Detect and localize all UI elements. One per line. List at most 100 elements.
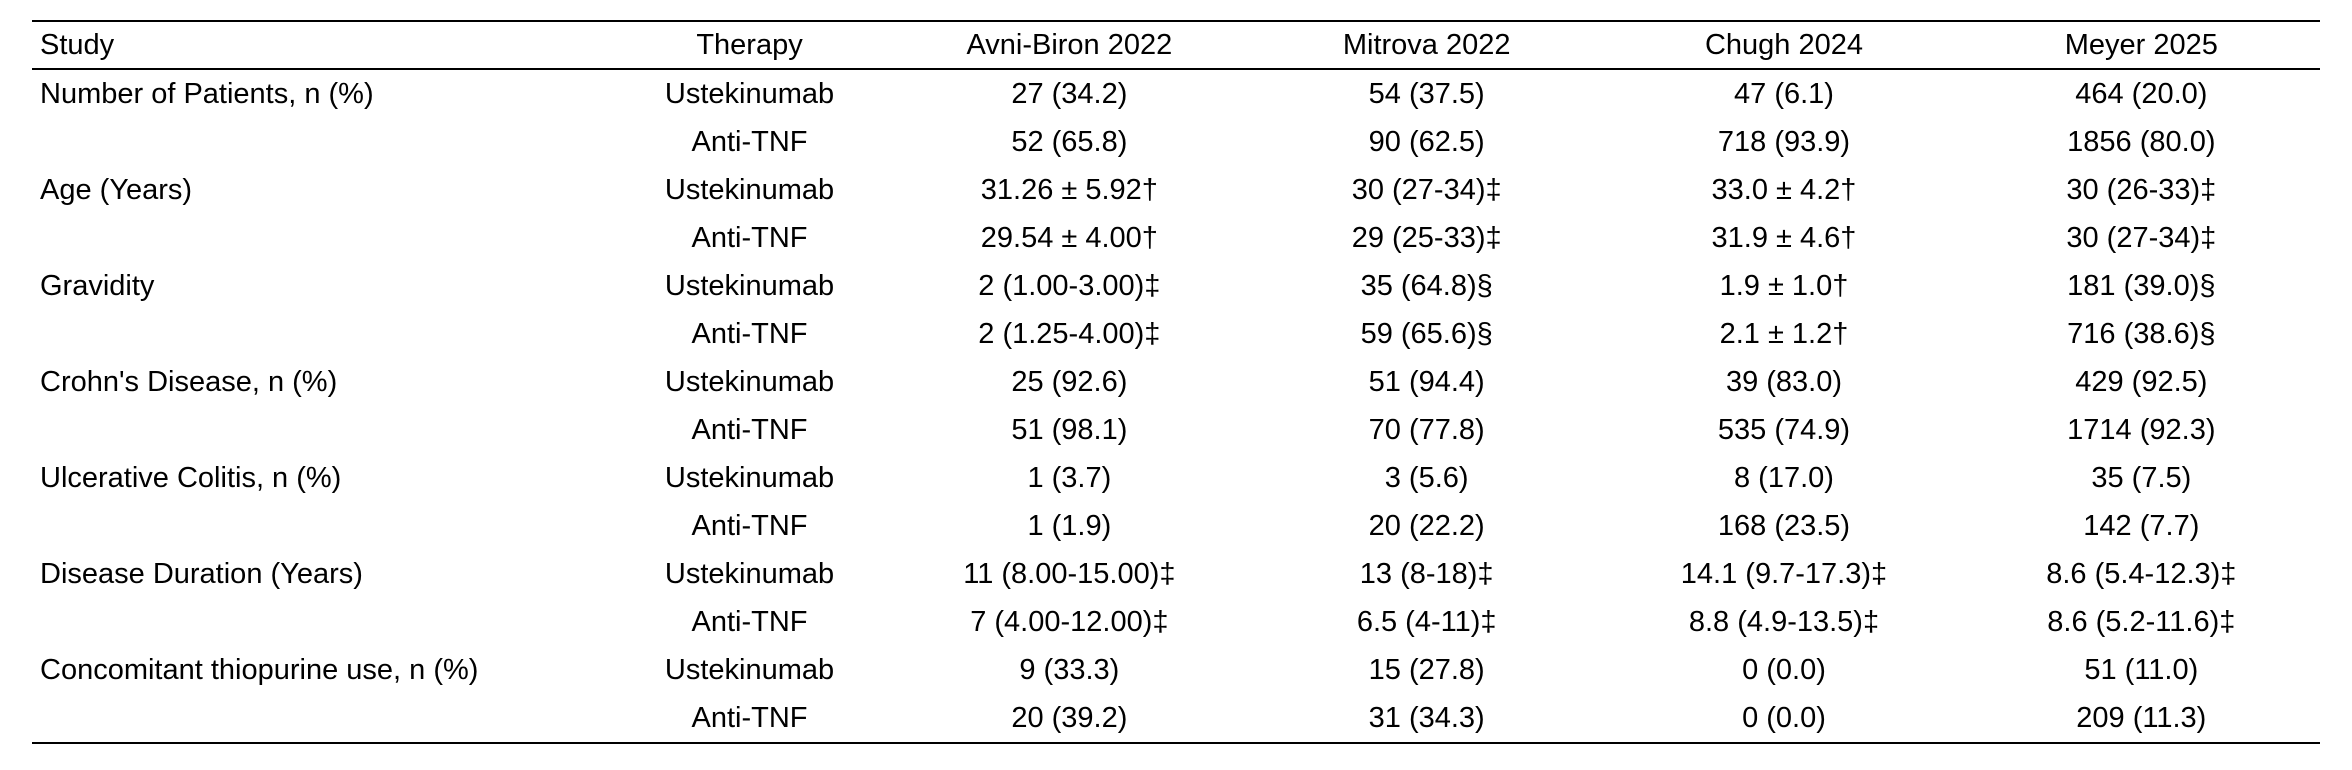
cell-value: 9 (33.3): [1019, 654, 1120, 686]
cell-value: 8 (17.0): [1734, 462, 1834, 494]
cell-value: 31.9 ± 4.6†: [1711, 222, 1857, 254]
cell-value: 716 (38.6)§: [2067, 318, 2216, 350]
cell-therapy: Anti-TNF: [608, 694, 891, 744]
cell-value: 2 (1.00-3.00)‡: [978, 270, 1161, 302]
cell-value: 35 (64.8)§: [1360, 270, 1493, 302]
table-row: Anti-TNF 2 (1.25-4.00)‡ 59 (65.6)§ 2.1 ± 1.…: [32, 310, 2320, 358]
cell-value: 31.26 ± 5.92†: [980, 174, 1158, 206]
cell-value: 6.5 (4-11)‡: [1356, 606, 1497, 638]
table-row: Gravidity Ustekinumab 2 (1.00-3.00)‡ 35 (64…: [32, 262, 2320, 310]
cell-value: 35 (7.5): [2091, 462, 2192, 494]
cell-therapy: Ustekinumab: [664, 174, 835, 206]
cell-value: 429 (92.5): [2075, 366, 2208, 398]
cell-therapy: Ustekinumab: [664, 78, 835, 110]
cell-value: 8.6 (5.2-11.6)‡: [2047, 606, 2236, 638]
cell-value: 51 (98.1): [1011, 414, 1128, 446]
cell-variable: [32, 118, 608, 166]
table-row: Disease Duration (Years) Ustekinumab 11 (8…: [32, 550, 2320, 598]
cell-therapy: Ustekinumab: [664, 654, 835, 686]
cell-value: 20 (39.2): [890, 694, 1249, 744]
cell-variable: [32, 502, 608, 550]
cell-value: 718 (93.9): [1717, 126, 1851, 158]
header-study: Study: [32, 20, 609, 70]
cell-variable: Crohn's Disease, n (%): [40, 366, 338, 398]
cell-therapy: Anti-TNF: [691, 222, 808, 254]
table-body: Number of Patients, n (%) Ustekinumab 27 (…: [32, 69, 2320, 744]
cell-value: 3 (5.6): [1384, 462, 1469, 494]
cell-therapy: Anti-TNF: [691, 606, 808, 638]
table-row: Age (Years) Ustekinumab 31.26 ± 5.92† 30 (2…: [32, 166, 2320, 214]
table-row: Anti-TNF 52 (65.8) 90 (62.5) 718 (93.9) 1856…: [32, 118, 2320, 166]
cell-value: 1 (3.7): [1027, 462, 1112, 494]
cell-value: 464 (20.0): [2075, 78, 2208, 110]
cell-variable: Concomitant thiopurine use, n (%): [40, 654, 479, 686]
cell-value: 11 (8.00-15.00)‡: [963, 558, 1176, 590]
cell-value: 142 (7.7): [2083, 510, 2200, 542]
cell-value: 1.9 ± 1.0†: [1719, 270, 1849, 302]
cell-therapy: Anti-TNF: [691, 318, 808, 350]
cell-therapy: Anti-TNF: [691, 510, 808, 542]
cell-value: 30 (27-34)‡: [2066, 222, 2217, 254]
table-row: Anti-TNF 29.54 ± 4.00† 29 (25-33)‡ 31.9 ± 4…: [32, 214, 2320, 262]
cell-value: 30 (26-33)‡: [2066, 174, 2217, 206]
header-meyer-2025: Meyer 2025: [1962, 20, 2320, 70]
cell-value: 54 (37.5): [1368, 78, 1485, 110]
header-avni-biron-2022: Avni-Biron 2022: [890, 20, 1249, 70]
cell-value: 39 (83.0): [1725, 366, 1843, 398]
cell-value: 2.1 ± 1.2†: [1719, 318, 1849, 350]
cell-value: 168 (23.5): [1717, 510, 1851, 542]
cell-value: 15 (27.8): [1368, 654, 1485, 686]
cell-value: 13 (8-18)‡: [1359, 558, 1494, 590]
header-mitrova-2022: Mitrova 2022: [1248, 20, 1606, 70]
header-therapy: Therapy: [608, 20, 891, 70]
cell-value: 59 (65.6)§: [1360, 318, 1493, 350]
table-row: Number of Patients, n (%) Ustekinumab 27 (…: [32, 69, 2320, 118]
cell-variable: Age (Years): [40, 174, 193, 206]
table-row: Anti-TNF 20 (39.2) 31 (34.3) 0 (0.0) 209 (11…: [32, 694, 2320, 744]
cell-therapy: Ustekinumab: [664, 366, 835, 398]
cell-value: 25 (92.6): [1011, 366, 1128, 398]
cell-variable: Gravidity: [40, 270, 155, 302]
cell-variable: [32, 406, 608, 454]
cell-value: 33.0 ± 4.2†: [1711, 174, 1857, 206]
header-chugh-2024: Chugh 2024: [1605, 20, 1963, 70]
cell-value: 14.1 (9.7-17.3)‡: [1680, 558, 1888, 590]
cell-value: 0 (0.0): [1605, 694, 1963, 744]
cell-value: 52 (65.8): [1011, 126, 1128, 158]
study-characteristics-table: Study Therapy Avni-Biron 2022 Mitrova 20…: [32, 20, 2320, 744]
cell-value: 8.8 (4.9-13.5)‡: [1688, 606, 1880, 638]
cell-value: 209 (11.3): [1962, 694, 2320, 744]
cell-variable: [32, 214, 608, 262]
cell-therapy: Ustekinumab: [664, 462, 835, 494]
cell-therapy: Ustekinumab: [664, 558, 835, 590]
cell-value: 1714 (92.3): [2067, 414, 2216, 446]
cell-variable: Disease Duration (Years): [40, 558, 363, 590]
cell-variable: Number of Patients, n (%): [40, 78, 374, 110]
cell-value: 47 (6.1): [1734, 78, 1834, 110]
cell-value: 0 (0.0): [1742, 654, 1826, 686]
cell-value: 1856 (80.0): [2067, 126, 2216, 158]
cell-value: 31 (34.3): [1248, 694, 1606, 744]
table-row: Crohn's Disease, n (%) Ustekinumab 25 (92.…: [32, 358, 2320, 406]
table-row: Anti-TNF 1 (1.9) 20 (22.2) 168 (23.5) 142 (7…: [32, 502, 2320, 550]
cell-value: 27 (34.2): [1011, 78, 1128, 110]
cell-value: 70 (77.8): [1368, 414, 1485, 446]
study-characteristics-table-container: Study Therapy Avni-Biron 2022 Mitrova 20…: [32, 20, 2320, 744]
cell-value: 1 (1.9): [1027, 510, 1112, 542]
cell-variable: [32, 598, 608, 646]
cell-variable: [32, 694, 609, 744]
table-row: Anti-TNF 51 (98.1) 70 (77.8) 535 (74.9) 1714…: [32, 406, 2320, 454]
cell-value: 51 (94.4): [1368, 366, 1485, 398]
cell-value: 90 (62.5): [1368, 126, 1485, 158]
cell-value: 29.54 ± 4.00†: [980, 222, 1158, 254]
cell-value: 30 (27-34)‡: [1351, 174, 1502, 206]
cell-variable: [32, 310, 608, 358]
cell-value: 535 (74.9): [1717, 414, 1851, 446]
cell-therapy: Anti-TNF: [691, 126, 808, 158]
cell-variable: Ulcerative Colitis, n (%): [40, 462, 342, 494]
cell-therapy: Anti-TNF: [691, 414, 808, 446]
cell-value: 51 (11.0): [2084, 654, 2199, 686]
cell-value: 20 (22.2): [1368, 510, 1485, 542]
table-row: Ulcerative Colitis, n (%) Ustekinumab 1 (3…: [32, 454, 2320, 502]
cell-value: 181 (39.0)§: [2067, 270, 2216, 302]
